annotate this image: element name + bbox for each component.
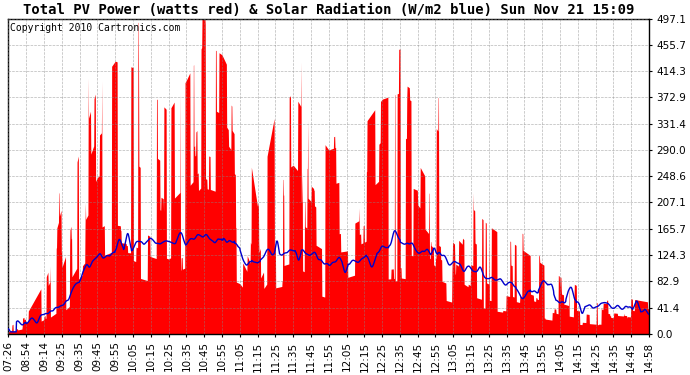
Text: Copyright 2010 Cartronics.com: Copyright 2010 Cartronics.com [10, 23, 180, 33]
Title: Total PV Power (watts red) & Solar Radiation (W/m2 blue) Sun Nov 21 15:09: Total PV Power (watts red) & Solar Radia… [23, 3, 634, 18]
